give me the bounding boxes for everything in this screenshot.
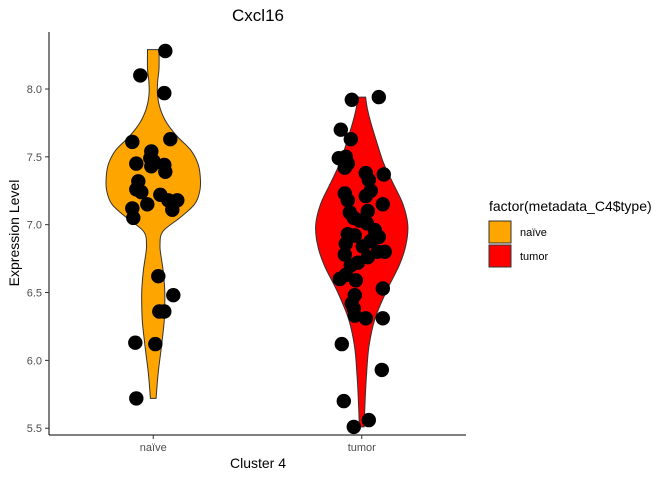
data-point-tumor-14 [340, 193, 355, 208]
data-point-tumor-2 [333, 122, 348, 137]
data-point-naive-4 [163, 132, 178, 147]
y-tick-label: 7.0 [27, 220, 42, 232]
y-tick-label: 6.0 [27, 355, 42, 367]
data-point-naive-2 [157, 85, 172, 101]
data-point-tumor-47 [346, 419, 361, 435]
data-point-tumor-46 [336, 393, 351, 409]
data-point-tumor-9 [376, 167, 391, 182]
data-point-naive-3 [125, 134, 140, 150]
data-point-naive-10 [144, 159, 159, 174]
violins-group [105, 49, 409, 428]
y-tick-label: 7.5 [27, 152, 42, 164]
data-point-tumor-15 [375, 197, 390, 212]
x-axis-ticks: naïve tumor [140, 435, 376, 454]
chart-title: Cxcl16 [232, 6, 284, 25]
data-point-tumor-3 [343, 132, 358, 147]
data-point-naive-1 [133, 68, 148, 83]
data-point-tumor-26 [338, 236, 353, 251]
legend: factor(metadata_C4$type) naïve tumor [488, 198, 652, 268]
data-point-tumor-29 [377, 244, 392, 259]
data-point-tumor-36 [332, 271, 347, 287]
legend-swatch-naive [488, 220, 512, 244]
data-point-tumor-43 [375, 281, 390, 296]
data-point-naive-25 [157, 304, 172, 319]
data-point-naive-28 [129, 391, 144, 406]
data-point-tumor-1 [344, 92, 359, 108]
x-tick-label-tumor: tumor [348, 442, 376, 454]
data-point-tumor-20 [352, 213, 367, 228]
data-point-naive-19 [165, 202, 180, 217]
data-point-tumor-44 [334, 336, 349, 352]
legend-title: factor(metadata_C4$type) [489, 198, 652, 214]
y-axis-ticks: 5.5 6.0 6.5 7.0 7.5 8.0 [27, 84, 49, 435]
data-point-tumor-27 [355, 239, 370, 254]
data-point-naive-23 [166, 288, 181, 303]
data-point-tumor-41 [358, 311, 373, 326]
x-axis-title: Cluster 4 [230, 455, 286, 471]
data-point-naive-11 [158, 164, 173, 179]
data-point-naive-22 [151, 269, 166, 284]
y-axis-title: Expression Level [6, 180, 22, 287]
x-tick-label-naive: naïve [140, 442, 167, 454]
data-point-naive-27 [148, 336, 163, 352]
y-tick-label: 6.5 [27, 288, 42, 300]
legend-label-tumor: tumor [520, 251, 548, 263]
data-point-tumor-40 [347, 308, 362, 323]
data-point-naive-26 [128, 335, 143, 350]
y-tick-label: 5.5 [27, 423, 42, 435]
data-point-tumor-42 [375, 311, 390, 326]
legend-label-naive: naïve [520, 227, 547, 239]
legend-swatch-tumor [488, 244, 512, 268]
data-point-tumor-10 [361, 172, 376, 188]
data-point-naive-18 [140, 197, 155, 212]
data-point-naive-14 [134, 184, 149, 200]
data-point-tumor-16 [360, 203, 375, 219]
data-point-tumor-35 [348, 273, 363, 288]
data-point-tumor-13 [363, 183, 378, 198]
data-point-tumor-48 [361, 412, 376, 428]
data-point-naive-0 [158, 43, 173, 59]
data-point-tumor-30 [337, 247, 352, 262]
data-point-tumor-7 [337, 160, 352, 175]
y-tick-label: 8.0 [27, 84, 42, 96]
data-point-tumor-0 [371, 89, 386, 105]
data-point-naive-21 [126, 210, 141, 226]
data-point-naive-8 [129, 156, 144, 171]
data-point-tumor-45 [374, 362, 389, 378]
points-group [125, 43, 392, 435]
